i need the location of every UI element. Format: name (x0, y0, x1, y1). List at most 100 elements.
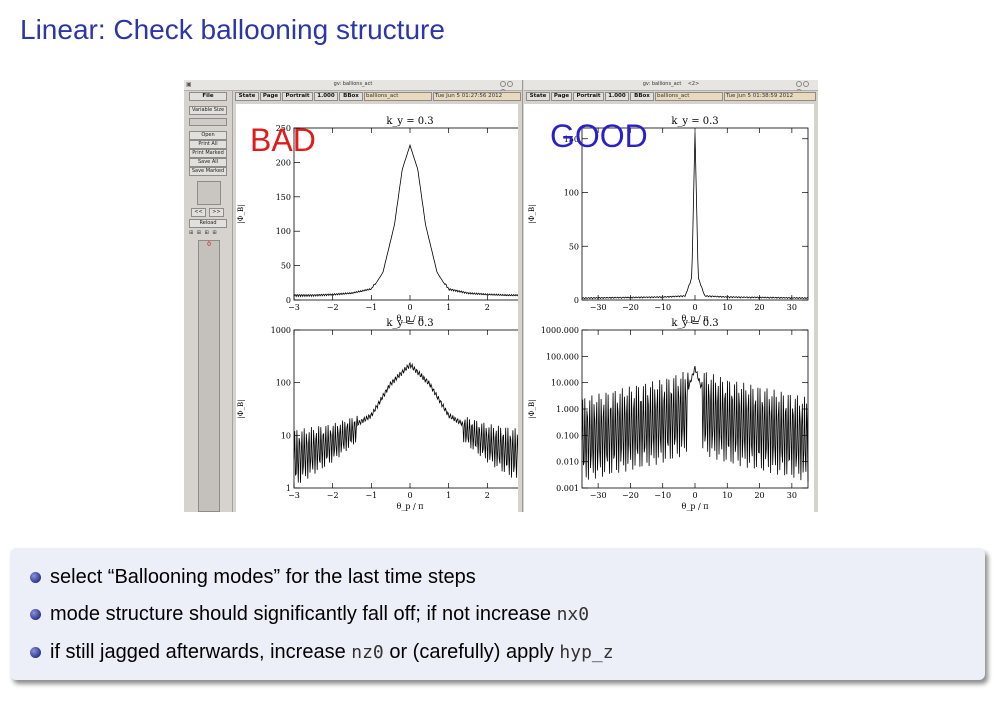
window-controls-icon[interactable] (499, 81, 519, 95)
date-field: Tue Jun 5 01:27:56 2012 (433, 92, 521, 101)
prev-page-button[interactable]: << (191, 208, 206, 217)
y-tick-label: 100 (564, 189, 579, 198)
x-axis-label: θ_p / π (682, 314, 709, 323)
data-line (581, 132, 809, 300)
print-all-button[interactable]: Print All (189, 140, 227, 149)
variable-size-button[interactable]: Variable Size (189, 106, 227, 115)
y-tick-label: 250 (276, 124, 291, 133)
page-list[interactable]: 0 (198, 240, 220, 512)
right-title-bar: gv: ballions_act <2> (524, 80, 818, 95)
save-all-button[interactable]: Save All (189, 158, 227, 167)
left-window-title: gv: ballions_act (333, 81, 373, 87)
x-tick-label: −20 (622, 303, 639, 312)
bullet-icon (30, 609, 41, 620)
plot-frame (293, 127, 518, 301)
page-menu[interactable]: Page (260, 92, 281, 101)
y-tick-label: 0.001 (556, 484, 579, 493)
window-controls-icon[interactable] (795, 81, 815, 95)
x-tick-label: −2 (327, 303, 339, 312)
page-menu[interactable]: Page (551, 92, 572, 101)
x-tick-label: 1 (446, 303, 451, 312)
y-axis-label: |Φ_B| (237, 204, 245, 223)
x-tick-label: 30 (787, 491, 797, 500)
x-tick-label: 20 (754, 303, 764, 312)
zoom-menu[interactable]: 1.000 (314, 92, 338, 101)
orientation-menu[interactable]: Portrait (573, 92, 604, 101)
slide-title: Linear: Check ballooning structure (20, 14, 445, 45)
x-tick-label: −1 (365, 303, 377, 312)
x-tick-label: 0 (692, 303, 697, 312)
x-tick-label: −30 (590, 303, 607, 312)
right-menubar: State Page Portrait 1.000 BBox ballions_… (524, 91, 818, 102)
zoom-menu[interactable]: 1.000 (605, 92, 629, 101)
plot-title: k_y = 0.3 (671, 318, 718, 329)
plot-title: k_y = 0.3 (386, 318, 433, 329)
y-tick-label: 0.010 (556, 458, 579, 467)
y-tick-label: 150 (564, 135, 579, 144)
bbox-menu[interactable]: BBox (630, 92, 654, 101)
bullet-item: if still jagged afterwards, increase nz0… (30, 641, 614, 664)
right-gv-window: gv: ballions_act <2> State Page Portrait… (524, 80, 818, 512)
y-tick-label: 1000.000 (541, 326, 579, 335)
y-tick-label: 0 (286, 296, 291, 305)
plot-frame (293, 329, 518, 489)
good-label: GOOD (550, 118, 648, 154)
filename-field: ballions_act (655, 92, 723, 101)
y-tick-label: 1.000 (556, 405, 579, 414)
screenshot: ▣ gv: ballions_act File Variable Size Op… (184, 80, 818, 512)
y-tick-label: 150 (276, 193, 291, 202)
mark-toggles[interactable]: ⊞ ⊞ ⊞ ⊞ (189, 230, 218, 236)
y-tick-label: 50 (281, 262, 291, 271)
left-plot-area[interactable]: k_y = 0.3 −3 −2 −1 0 1 2 0 50 100 150 200 250 θ_p / π… (236, 104, 518, 512)
y-axis-label: |Φ_B| (528, 204, 536, 223)
bullet-icon (30, 647, 41, 658)
print-marked-button[interactable]: Print Marked (189, 149, 227, 158)
y-tick-label: 0 (574, 296, 579, 305)
right-window-title: gv: ballions_act <2> (642, 81, 700, 87)
left-sidebar: File Variable Size Open Print All Print … (184, 91, 233, 512)
x-tick-label: 10 (722, 491, 732, 500)
x-tick-label: 0 (407, 491, 412, 500)
reload-button[interactable]: Reload (189, 219, 227, 228)
x-tick-label: 1 (446, 491, 451, 500)
x-tick-label: −30 (590, 491, 607, 500)
x-tick-label: 10 (722, 303, 732, 312)
left-title-bar: ▣ gv: ballions_act (184, 80, 522, 95)
y-axis-label: |Φ_B| (237, 399, 245, 418)
date-field: Tue Jun 5 01:38:59 2012 (724, 92, 816, 101)
bullet-icon (30, 572, 41, 583)
window-menu-icon[interactable]: ▣ (186, 81, 192, 88)
x-tick-label: −10 (654, 491, 671, 500)
panner[interactable] (197, 181, 221, 205)
plot-title: k_y = 0.3 (671, 116, 718, 127)
x-axis-label: θ_p / π (397, 502, 424, 511)
next-page-button[interactable]: >> (209, 208, 224, 217)
bbox-menu[interactable]: BBox (339, 92, 363, 101)
right-plot-area[interactable]: k_y = 0.3 −30 −20 −10 0 10 20 30 0 50 100 150 θ_p / … (524, 104, 814, 512)
data-line (581, 365, 809, 482)
x-tick-label: −3 (288, 303, 300, 312)
data-line (293, 143, 518, 298)
x-tick-label: −10 (654, 303, 671, 312)
save-marked-button[interactable]: Save Marked (189, 167, 227, 176)
filename-field: ballions_act (364, 92, 432, 101)
y-tick-label: 100 (276, 379, 291, 388)
bullet-item: mode structure should significantly fall… (30, 603, 589, 626)
x-tick-label: 0 (692, 491, 697, 500)
state-menu[interactable]: State (235, 92, 259, 101)
x-tick-label: 0 (407, 303, 412, 312)
file-menu-button[interactable]: File (189, 92, 227, 101)
page-list-item[interactable]: 0 (207, 241, 211, 248)
y-tick-label: 10 (281, 431, 291, 440)
open-button[interactable]: Open (189, 131, 227, 140)
state-menu[interactable]: State (526, 92, 550, 101)
orientation-menu[interactable]: Portrait (282, 92, 313, 101)
bullet-item: select “Ballooning modes” for the last t… (30, 566, 476, 589)
y-tick-label: 100 (276, 227, 291, 236)
y-axis-label: |Φ_B| (528, 399, 536, 418)
left-menubar: State Page Portrait 1.000 BBox ballions_… (233, 91, 522, 102)
x-tick-label: −3 (288, 491, 300, 500)
scale-field[interactable] (189, 118, 227, 126)
